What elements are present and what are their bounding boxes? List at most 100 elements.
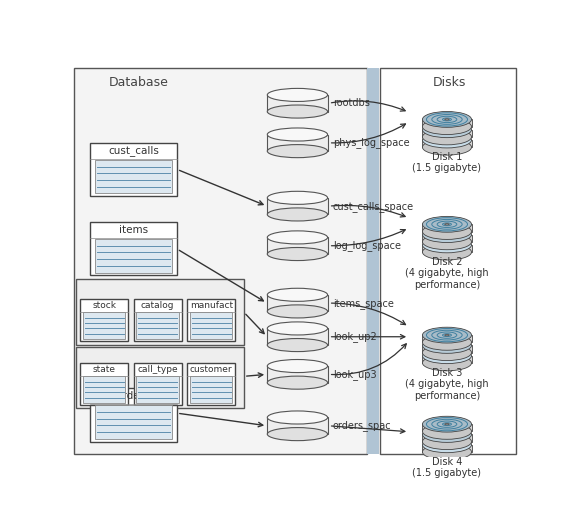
Bar [380, 68, 516, 453]
Ellipse shape [267, 359, 328, 373]
Bar [422, 234, 472, 242]
Bar [90, 222, 177, 276]
Bar [422, 345, 472, 353]
Bar [267, 95, 328, 112]
Ellipse shape [267, 231, 328, 244]
Ellipse shape [267, 322, 328, 335]
Bar [422, 434, 472, 442]
Bar [422, 424, 472, 431]
Ellipse shape [267, 208, 328, 221]
Ellipse shape [422, 119, 472, 135]
Ellipse shape [422, 122, 472, 138]
Text: phys_log_space: phys_log_space [333, 137, 410, 148]
Bar [134, 299, 182, 341]
Ellipse shape [267, 376, 328, 389]
Bar [187, 363, 236, 405]
Bar [190, 312, 233, 339]
Bar [267, 198, 328, 214]
Bar [422, 224, 472, 231]
Ellipse shape [445, 335, 449, 336]
Text: manufact: manufact [190, 301, 233, 310]
Bar [187, 299, 236, 341]
Text: rootdbs: rootdbs [333, 98, 370, 108]
Bar [422, 335, 472, 342]
Text: look_up2: look_up2 [333, 332, 377, 342]
Ellipse shape [267, 248, 328, 261]
Bar [267, 237, 328, 254]
Bar [77, 280, 244, 345]
Bar [422, 140, 472, 147]
Text: cust_calls_space: cust_calls_space [333, 200, 414, 212]
Ellipse shape [422, 437, 472, 453]
Bar [80, 363, 128, 405]
Ellipse shape [422, 237, 472, 253]
Text: state: state [93, 365, 116, 374]
Ellipse shape [422, 129, 472, 145]
Ellipse shape [267, 105, 328, 118]
Bar [90, 388, 177, 442]
Bar [267, 135, 328, 151]
Bar [267, 328, 328, 345]
Text: look_up3: look_up3 [333, 369, 377, 380]
Ellipse shape [267, 411, 328, 424]
Bar [366, 68, 379, 453]
Text: Disks: Disks [433, 76, 466, 88]
Ellipse shape [422, 424, 472, 439]
Ellipse shape [445, 224, 449, 225]
Ellipse shape [422, 227, 472, 243]
Text: call_type: call_type [138, 365, 178, 374]
Ellipse shape [422, 427, 472, 443]
Bar [95, 405, 172, 439]
Text: Disk 2
(4 gigabyte, high
performance): Disk 2 (4 gigabyte, high performance) [405, 256, 489, 290]
Ellipse shape [422, 416, 472, 432]
Ellipse shape [422, 327, 472, 343]
Ellipse shape [445, 424, 449, 425]
Text: log_log_space: log_log_space [333, 240, 401, 251]
Text: cust_calls: cust_calls [108, 145, 159, 156]
Text: catalog: catalog [141, 301, 175, 310]
Text: items: items [119, 225, 148, 235]
Text: Database: Database [109, 76, 169, 88]
Ellipse shape [422, 348, 472, 363]
Ellipse shape [267, 288, 328, 301]
Bar [422, 245, 472, 252]
Ellipse shape [422, 112, 472, 127]
Bar [90, 143, 177, 196]
Text: orders: orders [116, 391, 150, 401]
Bar [77, 346, 244, 408]
Bar [137, 376, 179, 403]
Text: Disk 1
(1.5 gigabyte): Disk 1 (1.5 gigabyte) [412, 152, 482, 173]
Bar [422, 445, 472, 452]
Ellipse shape [422, 244, 472, 260]
Bar [137, 312, 179, 339]
Bar [80, 299, 128, 341]
Bar [83, 312, 126, 339]
Bar [95, 239, 172, 272]
Ellipse shape [422, 345, 472, 360]
Ellipse shape [422, 224, 472, 240]
Ellipse shape [422, 355, 472, 371]
Ellipse shape [267, 339, 328, 352]
Ellipse shape [422, 139, 472, 155]
Ellipse shape [422, 216, 472, 232]
Ellipse shape [267, 191, 328, 205]
Ellipse shape [267, 88, 328, 101]
Text: items_space: items_space [333, 298, 394, 308]
Bar [267, 295, 328, 311]
Bar [422, 119, 472, 126]
Bar [422, 356, 472, 363]
Bar [134, 363, 182, 405]
Ellipse shape [422, 234, 472, 250]
Text: Disk 4
(1.5 gigabyte): Disk 4 (1.5 gigabyte) [412, 456, 482, 478]
Bar [83, 376, 126, 403]
Ellipse shape [422, 335, 472, 350]
Ellipse shape [422, 338, 472, 353]
Bar [267, 417, 328, 434]
Ellipse shape [422, 434, 472, 450]
Text: orders_spac: orders_spac [333, 420, 392, 431]
Bar [422, 130, 472, 137]
Text: Disk 3
(4 gigabyte, high
performance): Disk 3 (4 gigabyte, high performance) [405, 368, 489, 401]
Bar [267, 366, 328, 382]
Ellipse shape [445, 119, 449, 120]
Bar [74, 68, 366, 453]
